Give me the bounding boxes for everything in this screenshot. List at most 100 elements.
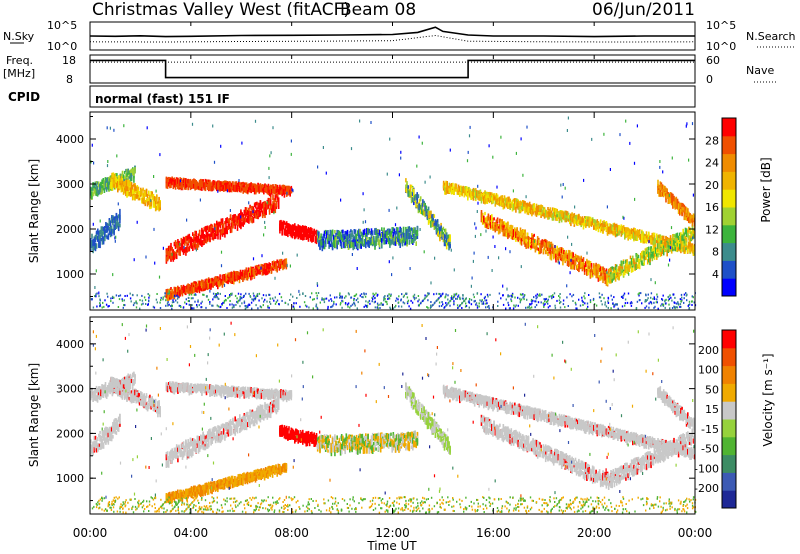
heatmap-cell bbox=[171, 178, 173, 186]
heatmap-cell bbox=[240, 182, 242, 186]
heatmap-cell bbox=[588, 268, 590, 273]
heatmap-cell bbox=[615, 272, 618, 279]
heatmap-cell bbox=[288, 229, 290, 234]
heatmap-cell bbox=[297, 230, 299, 237]
heatmap-cell bbox=[209, 228, 211, 232]
heatmap-cell bbox=[419, 207, 422, 214]
heatmap-cell bbox=[660, 241, 663, 248]
heatmap-cell bbox=[661, 237, 664, 245]
heatmap-cell bbox=[285, 221, 288, 228]
heatmap-cell bbox=[166, 294, 169, 302]
heatmap-cell bbox=[236, 186, 239, 192]
heatmap-cell bbox=[478, 194, 480, 201]
heatmap-cell bbox=[261, 185, 264, 192]
heatmap-cell bbox=[445, 232, 448, 238]
heatmap-cell bbox=[279, 184, 281, 190]
heatmap-cell bbox=[612, 269, 615, 276]
heatmap-cell bbox=[691, 250, 694, 254]
heatmap-cell bbox=[129, 189, 132, 197]
heatmap-cell bbox=[248, 208, 250, 211]
heatmap-cell bbox=[268, 198, 271, 205]
heatmap-cell bbox=[648, 236, 650, 244]
heatmap-cell bbox=[116, 221, 119, 228]
heatmap-cell bbox=[209, 225, 211, 229]
heatmap-cell bbox=[196, 238, 199, 245]
heatmap-cell bbox=[230, 223, 233, 228]
heatmap-cell bbox=[264, 209, 266, 214]
heatmap-cell bbox=[249, 204, 251, 209]
heatmap-cell bbox=[256, 215, 258, 219]
heatmap-cell bbox=[386, 230, 389, 235]
heatmap-cell bbox=[159, 205, 161, 211]
heatmap-cell bbox=[425, 208, 428, 215]
heatmap-cell bbox=[256, 209, 258, 215]
heatmap-cell bbox=[447, 234, 449, 240]
heatmap-cell bbox=[632, 259, 634, 263]
heatmap-cell bbox=[102, 226, 105, 231]
heatmap-cell bbox=[250, 217, 252, 223]
heatmap-cell bbox=[243, 220, 246, 225]
heatmap-cell bbox=[497, 226, 500, 231]
heatmap-cell bbox=[136, 191, 139, 197]
heatmap-cell bbox=[100, 227, 103, 232]
heatmap-cell bbox=[291, 224, 294, 228]
heatmap-cell bbox=[240, 209, 242, 217]
heatmap-cell bbox=[278, 262, 281, 268]
heatmap-cell bbox=[634, 261, 636, 268]
heatmap-cell bbox=[198, 286, 201, 294]
heatmap-cell bbox=[602, 266, 604, 271]
heatmap-cell bbox=[142, 196, 144, 204]
heatmap-cell bbox=[273, 188, 275, 194]
heatmap-cell bbox=[208, 236, 210, 241]
heatmap-cell bbox=[277, 189, 280, 194]
heatmap-cell bbox=[626, 268, 628, 274]
heatmap-cell bbox=[214, 233, 217, 239]
heatmap-cell bbox=[224, 185, 226, 191]
heatmap-cell bbox=[250, 188, 252, 194]
heatmap-cell bbox=[627, 234, 629, 241]
heatmap-cell bbox=[351, 230, 353, 237]
heatmap-cell bbox=[271, 184, 273, 189]
heatmap-cell bbox=[203, 183, 205, 189]
heatmap-cell bbox=[221, 184, 224, 191]
heatmap-cell bbox=[439, 234, 441, 242]
heatmap-cell bbox=[207, 277, 210, 282]
heatmap-cell bbox=[170, 242, 172, 247]
heatmap-cell bbox=[171, 249, 173, 254]
heatmap-cell bbox=[393, 228, 396, 234]
heatmap-cell bbox=[505, 197, 508, 204]
heatmap-cell bbox=[502, 230, 505, 237]
heatmap-cell bbox=[637, 254, 640, 259]
heatmap-cell bbox=[552, 207, 555, 212]
heatmap-cell bbox=[428, 218, 431, 224]
heatmap-cell bbox=[391, 227, 393, 234]
heatmap-cell bbox=[493, 217, 495, 221]
heatmap-cell bbox=[526, 241, 529, 249]
heatmap-cell bbox=[319, 240, 321, 245]
heatmap-cell bbox=[654, 252, 657, 257]
heatmap-cell bbox=[184, 242, 186, 246]
heatmap-cell bbox=[478, 191, 480, 196]
heatmap-cell bbox=[507, 203, 509, 209]
heatmap-cell bbox=[245, 212, 248, 216]
heatmap-cell bbox=[244, 213, 247, 219]
heatmap-cell bbox=[130, 176, 133, 182]
heatmap-cell bbox=[488, 216, 491, 220]
heatmap-cell bbox=[389, 228, 391, 234]
heatmap-cell bbox=[683, 244, 686, 248]
heatmap-cell bbox=[221, 231, 224, 237]
heatmap-cell bbox=[467, 187, 469, 194]
heatmap-cell bbox=[324, 229, 327, 234]
heatmap-cell bbox=[273, 207, 275, 213]
heatmap-cell bbox=[133, 175, 135, 183]
heatmap-cell bbox=[121, 180, 124, 188]
heatmap-cell bbox=[572, 252, 574, 259]
heatmap-cell bbox=[283, 220, 286, 225]
heatmap-cell bbox=[657, 253, 659, 258]
heatmap-cell bbox=[409, 233, 412, 240]
heatmap-cell bbox=[445, 238, 448, 244]
heatmap-cell bbox=[599, 271, 602, 277]
heatmap-cell bbox=[184, 179, 186, 185]
heatmap-cell bbox=[188, 238, 191, 243]
heatmap-cell bbox=[579, 260, 581, 265]
